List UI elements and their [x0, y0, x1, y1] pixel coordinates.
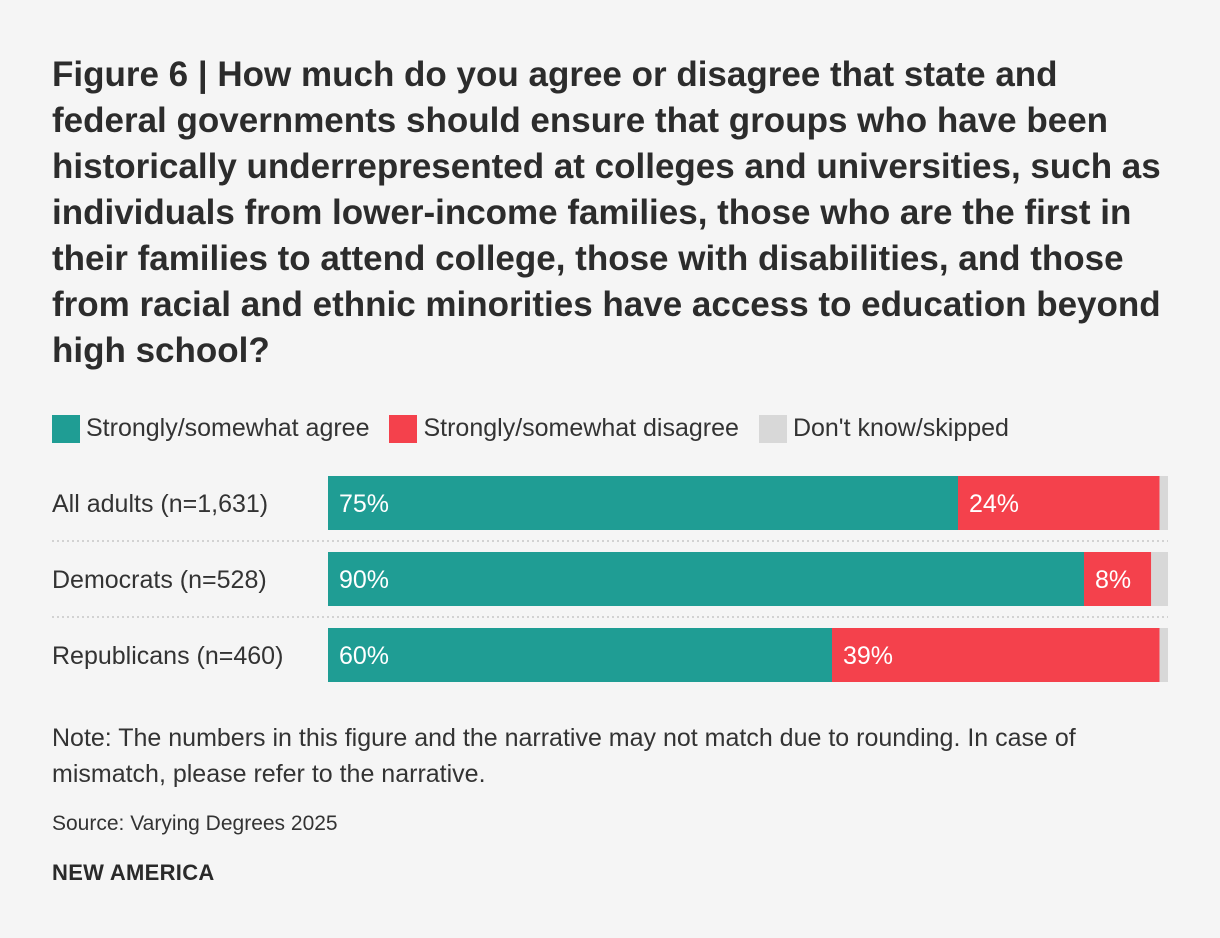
legend-label-disagree: Strongly/somewhat disagree: [423, 414, 739, 442]
data-label-disagree: 8%: [1095, 566, 1131, 594]
data-label-disagree: 24%: [969, 490, 1019, 518]
chart-source: Source: Varying Degrees 2025: [52, 812, 338, 835]
category-label: Democrats (n=528): [52, 566, 267, 594]
legend-item-disagree: Strongly/somewhat disagree: [389, 414, 739, 443]
legend-swatch-dontknow: [758, 414, 787, 443]
legend-swatch-disagree: [389, 414, 418, 443]
data-label-agree: 60%: [339, 642, 389, 670]
legend-swatch-agree: [52, 414, 80, 443]
legend: Strongly/somewhat agree Strongly/somewha…: [52, 414, 1029, 443]
legend-label-agree: Strongly/somewhat agree: [86, 414, 370, 442]
chart-note: Note: The numbers in this figure and the…: [52, 724, 1076, 788]
bar-segment-dontknow: [1159, 628, 1168, 682]
bar-segment-disagree: [958, 476, 1160, 530]
bar-segment-disagree: [832, 628, 1160, 682]
bar-segment-dontknow: [1159, 476, 1168, 530]
data-label-disagree: 39%: [843, 642, 893, 670]
bar-segment-dontknow: [1151, 552, 1168, 606]
category-label: Republicans (n=460): [52, 642, 283, 670]
bar-segment-agree: [328, 628, 832, 682]
data-label-agree: 75%: [339, 490, 389, 518]
chart-title: Figure 6 | How much do you agree or disa…: [52, 55, 1161, 370]
legend-label-dontknow: Don't know/skipped: [792, 414, 1009, 442]
bar-segment-agree: [328, 476, 958, 530]
bar-segment-agree: [328, 552, 1084, 606]
legend-item-dontknow: Don't know/skipped: [758, 414, 1009, 443]
data-label-agree: 90%: [339, 566, 389, 594]
brand-logo-text: NEW AMERICA: [52, 860, 215, 885]
bar-segment-disagree: [1084, 552, 1152, 606]
category-label: All adults (n=1,631): [52, 490, 268, 518]
legend-item-agree: Strongly/somewhat agree: [52, 414, 369, 443]
